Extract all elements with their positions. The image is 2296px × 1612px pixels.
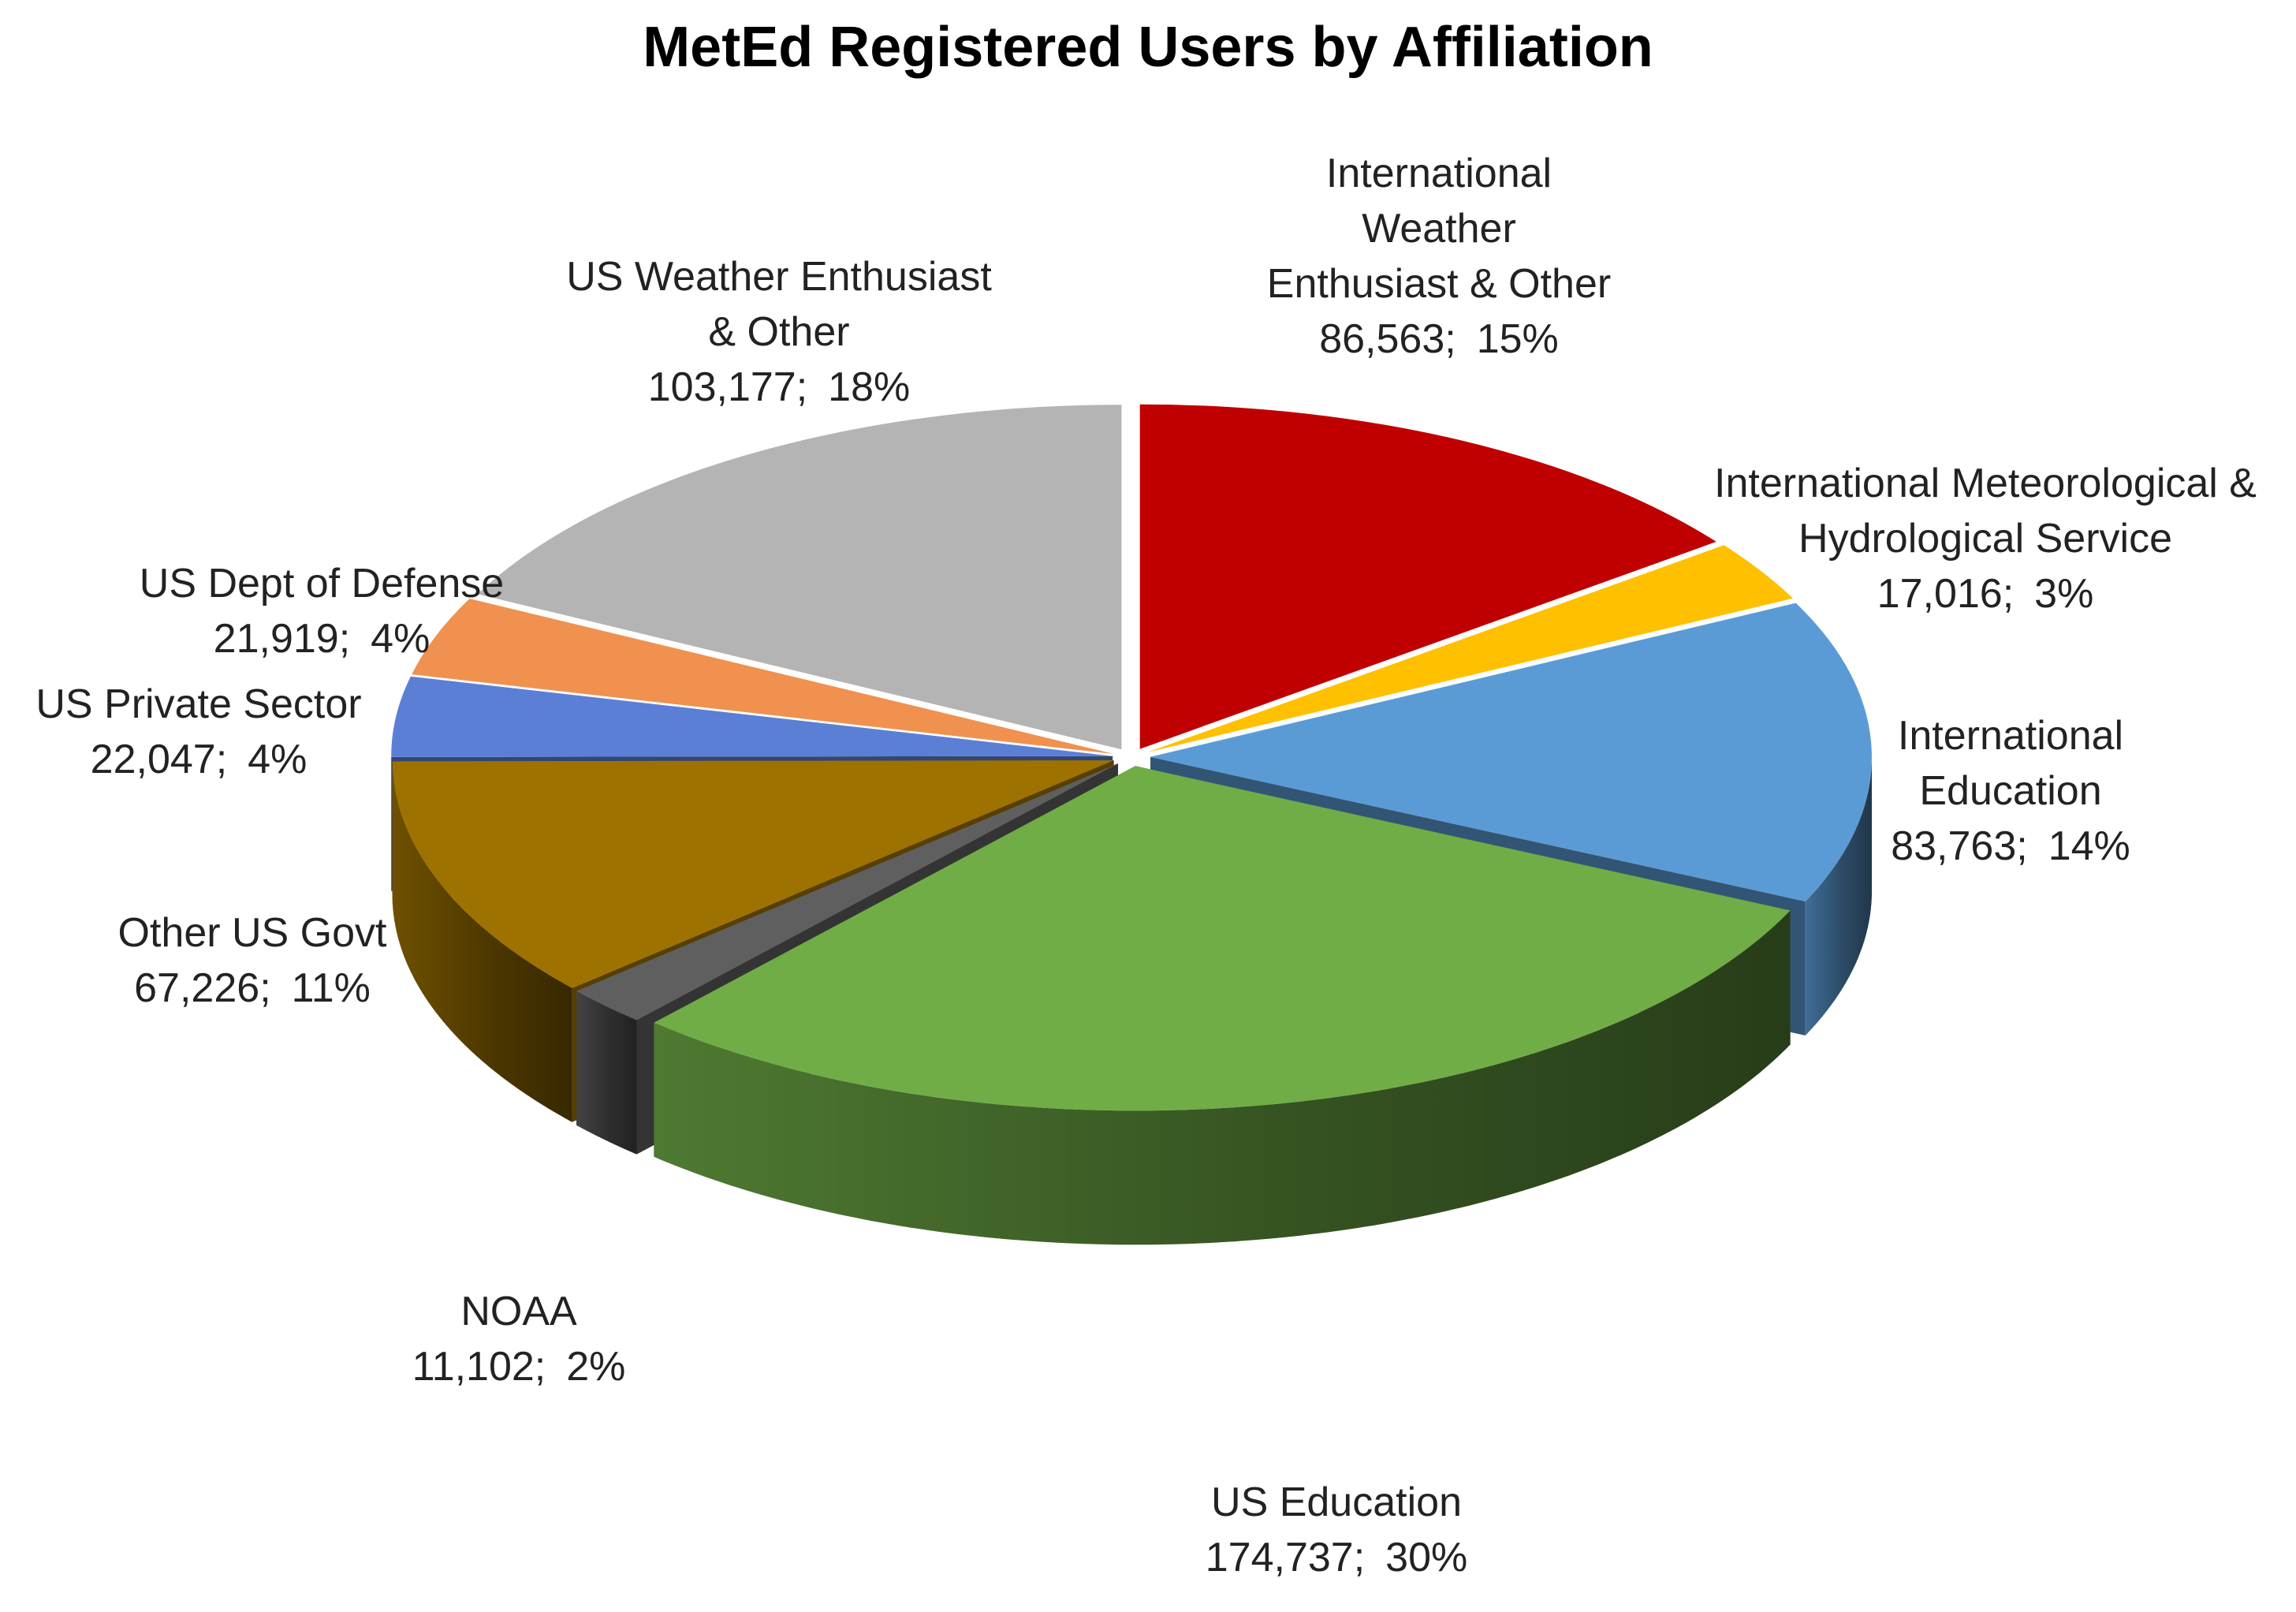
pie-slice-noaa bbox=[576, 763, 1118, 1021]
pie-slice-us-weather-enthusiast-other bbox=[477, 405, 1122, 750]
slice-percent: 14% bbox=[2048, 823, 2130, 869]
slice-label-international-meteorological-hydrological-service: International Meteorological & Hydrologic… bbox=[1714, 461, 2257, 617]
slice-value: 22,047; bbox=[91, 737, 228, 782]
pie-labels: International Weather Enthusiast & Other 86… bbox=[35, 151, 2257, 1580]
slice-label-other-us-govt: Other US Govt 67,226; 11% bbox=[118, 910, 388, 1011]
slice-label-line: US Education bbox=[1211, 1480, 1462, 1525]
slice-label-line: Enthusiast & Other bbox=[1267, 261, 1611, 307]
slice-percent: 3% bbox=[2034, 571, 2093, 617]
slice-percent: 4% bbox=[248, 737, 307, 782]
slice-percent: 15% bbox=[1477, 316, 1559, 362]
slice-percent: 4% bbox=[371, 616, 430, 662]
slice-label-us-weather-enthusiast-other: US Weather Enthusiast & Other 103,177; 18% bbox=[566, 254, 992, 410]
pie-slice-us-education bbox=[654, 766, 1791, 1111]
slice-label-line: & Other bbox=[708, 309, 849, 355]
slice-value-label: 83,763; 14% bbox=[1891, 823, 2130, 869]
slice-label-line: US Private Sector bbox=[35, 681, 361, 727]
slice-label-international-weather-enthusiast-other: International Weather Enthusiast & Other 86… bbox=[1267, 151, 1611, 362]
slice-value: 21,919; bbox=[214, 616, 351, 662]
slice-value: 17,016; bbox=[1877, 571, 2015, 617]
slice-label-line: Education bbox=[1919, 768, 2101, 814]
pie-side-shade-us-education bbox=[654, 910, 1791, 1245]
slice-value: 11,102; bbox=[412, 1344, 546, 1390]
slice-value: 174,737; bbox=[1206, 1535, 1365, 1580]
pie-slice-us-dept-of-defense bbox=[412, 599, 1114, 754]
slice-label-us-private-sector: US Private Sector 22,047; 4% bbox=[35, 681, 361, 782]
slice-value: 103,177; bbox=[648, 364, 807, 410]
chart-title: MetEd Registered Users by Affiliation bbox=[643, 16, 1653, 79]
slice-value-label: 174,737; 30% bbox=[1206, 1535, 1468, 1580]
slice-label-us-education: US Education 174,737; 30% bbox=[1206, 1480, 1468, 1580]
pie-slice-international-education bbox=[1150, 603, 1872, 901]
pie-side-shade-other-us-govt bbox=[392, 761, 572, 1122]
slice-label-line: US Weather Enthusiast bbox=[566, 254, 992, 300]
slice-label-line: Weather bbox=[1362, 206, 1516, 252]
slice-value-label: 11,102; 2% bbox=[412, 1344, 626, 1390]
slice-value: 67,226; bbox=[134, 965, 271, 1011]
pie-side-shade-international-education bbox=[1805, 756, 1872, 1035]
pie-slice-us-private-sector bbox=[391, 676, 1113, 757]
slice-value-label: 103,177; 18% bbox=[648, 364, 911, 410]
slice-value-label: 86,563; 15% bbox=[1319, 316, 1559, 362]
pie-tops bbox=[391, 404, 1872, 1111]
slice-label-line: NOAA bbox=[460, 1289, 577, 1334]
slice-label-line: Hydrological Service bbox=[1798, 516, 2172, 562]
slice-value-label: 17,016; 3% bbox=[1877, 571, 2094, 617]
slice-value: 83,763; bbox=[1891, 823, 2028, 869]
slice-label-line: International Meteorological & bbox=[1714, 461, 2257, 506]
slice-label-international-education: International Education 83,763; 14% bbox=[1891, 713, 2130, 869]
slice-value-label: 21,919; 4% bbox=[214, 616, 430, 662]
slice-label-line: International bbox=[1326, 151, 1552, 196]
slice-percent: 30% bbox=[1385, 1535, 1467, 1580]
slice-label-line: US Dept of Defense bbox=[140, 561, 504, 606]
slice-label-line: International bbox=[1898, 713, 2123, 759]
slice-percent: 11% bbox=[292, 965, 371, 1011]
pie-side-shade-noaa bbox=[576, 991, 637, 1155]
slice-label-us-dept-of-defense: US Dept of Defense 21,919; 4% bbox=[140, 561, 504, 662]
slice-label-line: Other US Govt bbox=[118, 910, 388, 956]
slice-value-label: 22,047; 4% bbox=[91, 737, 308, 782]
slice-percent: 2% bbox=[566, 1344, 625, 1390]
pie-slice-international-weather-enthusiast-other bbox=[1139, 404, 1716, 749]
slice-label-noaa: NOAA 11,102; 2% bbox=[412, 1289, 626, 1390]
slice-percent: 18% bbox=[828, 364, 910, 410]
slice-value: 86,563; bbox=[1319, 316, 1456, 362]
pie-slice-international-meteorological-hydrological-service bbox=[1147, 545, 1793, 752]
slice-value-label: 67,226; 11% bbox=[134, 965, 371, 1011]
pie-slice-other-us-govt bbox=[392, 760, 1114, 988]
